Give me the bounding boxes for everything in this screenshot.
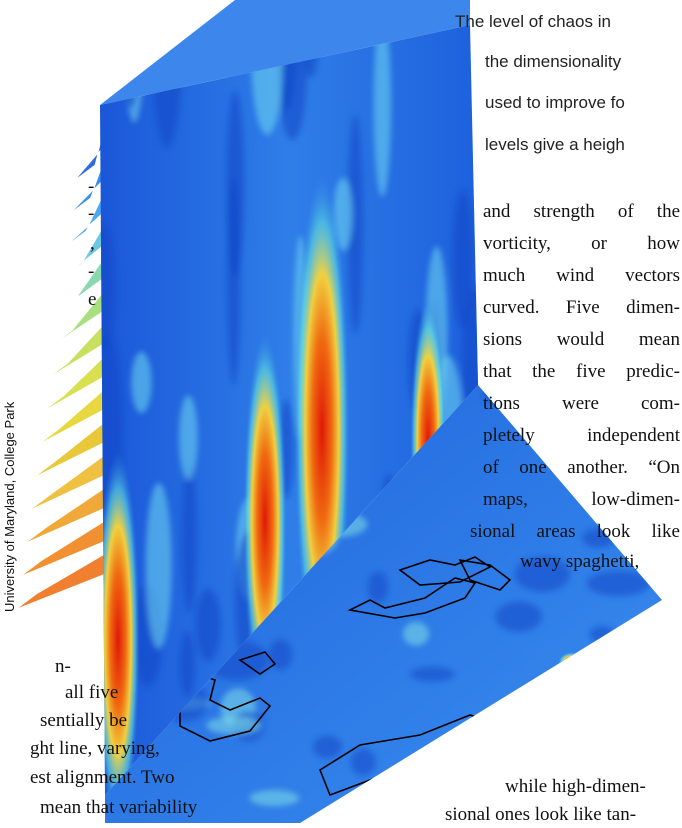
body-fragment: - [88,259,94,285]
body-line: maps, low-dimen- [483,487,680,513]
page: The level of chaos in the dimensionality u… [0,0,682,823]
texture [131,352,151,413]
body-line: n- [55,654,71,680]
body-line: wavy spaghetti, [520,549,639,575]
texture [496,602,542,632]
texture [249,790,299,806]
caption-line: The level of chaos in [455,9,611,35]
texture [351,749,376,776]
body-line: sions would mean [483,327,680,353]
texture [610,728,651,743]
texture [146,483,172,649]
body-line: mean that variability [40,795,197,821]
body-fragment: , [90,231,95,257]
texture [403,622,429,646]
body-line: tions were com- [483,391,680,417]
body-line: of one another. “On [483,455,680,481]
body-line: pletely independent [483,423,680,449]
body-line: sional ones look like tan- [445,802,636,828]
texture [150,0,174,38]
texture [528,680,562,710]
body-line: that the five predic- [483,359,680,385]
data-slice [17,554,106,609]
body-line: curved. Five dimen- [483,295,680,321]
caption-line: used to improve fo [485,90,625,116]
body-line: while high-dimen- [505,774,646,800]
body-line: much wind vectors [483,263,680,289]
caption-line: levels give a heigh [485,132,625,158]
texture [581,662,619,696]
body-fragment: e [88,287,96,313]
texture [206,716,261,734]
caption-line: the dimensionality [485,49,621,75]
texture [182,463,197,613]
body-line: and strength of the [483,199,680,225]
body-line: ght line, varying, [30,736,160,762]
body-fragment: - [88,174,94,200]
texture [226,91,244,277]
texture [608,724,675,743]
texture [180,631,195,697]
texture [590,626,614,643]
photo-credit: University of Maryland, College Park [2,402,17,612]
body-fragment: - [88,201,94,227]
texture [368,572,388,603]
body-line: est alignment. Two [30,765,175,791]
body-line: vorticity, or how [483,231,680,257]
body-line: all five [65,680,118,706]
body-line: sentially be [40,708,127,734]
texture [313,736,342,758]
texture [179,395,198,480]
texture [552,693,601,732]
texture [196,589,221,661]
body-line: sional areas look like [470,519,680,545]
texture [410,667,455,682]
